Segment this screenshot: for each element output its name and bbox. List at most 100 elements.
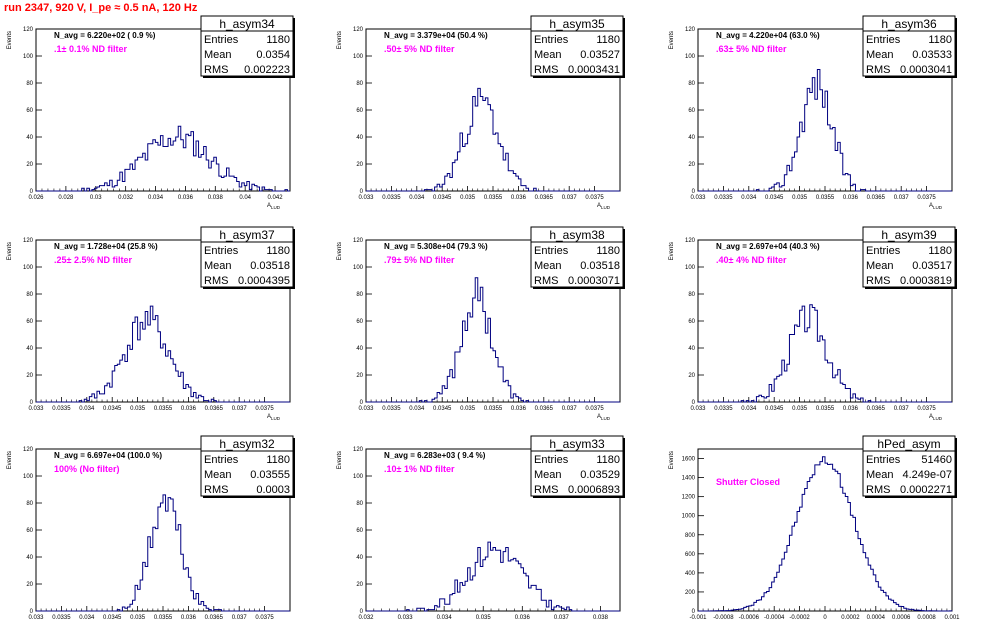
- y-tick-label: 60: [688, 108, 695, 114]
- stats-entries-label: Entries: [204, 34, 239, 46]
- x-tick-label: 0.034: [409, 195, 425, 201]
- y-tick-label: 0: [360, 400, 364, 406]
- x-tick-label: 0.0375: [255, 615, 274, 621]
- stats-box-frame: [530, 15, 624, 77]
- stats-entries-label: Entries: [534, 454, 569, 466]
- x-tick-label: 0.033: [28, 406, 44, 412]
- y-tick-label: 100: [23, 265, 34, 271]
- x-tick-label: 0.0345: [103, 615, 122, 621]
- x-tick-label: 0.036: [511, 195, 527, 201]
- stats-mean-value: 0.03518: [580, 260, 620, 272]
- x-tick-label: -0.001: [689, 615, 707, 621]
- y-tick-label: 40: [356, 135, 363, 141]
- y-tick-label: 100: [685, 265, 696, 271]
- y-tick-label: 100: [23, 54, 34, 60]
- stats-mean-value: 0.03517: [912, 260, 952, 272]
- x-tick-label: 0.037: [232, 615, 248, 621]
- stats-box: h_asym32 Entries 1180 Mean 0.03555 RMS 0.0003: [200, 435, 295, 498]
- stats-rms-value: 0.0004395: [238, 275, 290, 287]
- x-tick-label: 0.032: [358, 615, 374, 621]
- y-axis-label: Events: [337, 451, 343, 469]
- y-tick-label: 60: [356, 108, 363, 114]
- x-tick-label: 0.0335: [52, 615, 71, 621]
- stats-box: h_asym33 Entries 1180 Mean 0.03529 RMS 0.00068…: [530, 435, 625, 498]
- x-tick-label: 0.037: [894, 406, 910, 412]
- y-tick-label: 80: [688, 81, 695, 87]
- y-tick-label: 120: [23, 27, 34, 33]
- x-tick-label: 0.036: [181, 406, 197, 412]
- x-tick-label: 0.0365: [867, 406, 886, 412]
- filter-label: .1± 0.1% ND filter: [54, 44, 127, 54]
- y-tick-label: 0: [30, 400, 34, 406]
- x-tick-label: 0.036: [178, 195, 194, 201]
- stats-mean-value: 0.03529: [580, 469, 620, 481]
- y-tick-label: 60: [356, 528, 363, 534]
- x-tick-label: 0.001: [944, 615, 960, 621]
- histogram-line: [366, 87, 620, 192]
- x-tick-label: 0.0355: [154, 406, 173, 412]
- stats-entries-value: 51460: [921, 454, 952, 466]
- stats-mean-value: 4.249e-07: [902, 469, 952, 481]
- x-tick-label: 0.0375: [917, 406, 936, 412]
- stats-box-frame: [530, 435, 624, 497]
- x-tick-label: -0.0008: [713, 615, 734, 621]
- stats-box-frame: [862, 226, 956, 288]
- x-axis-label: ALUD: [929, 203, 943, 210]
- histogram-name: h_asym34: [219, 17, 275, 31]
- stats-rms-value: 0.0003431: [568, 64, 620, 76]
- x-tick-label: 0.0375: [585, 195, 604, 201]
- y-tick-label: 20: [356, 373, 363, 379]
- y-tick-label: 80: [26, 501, 33, 507]
- y-tick-label: 20: [356, 162, 363, 168]
- y-tick-label: 120: [23, 238, 34, 244]
- histogram-panel-h_asym39: 0.033 0.0335 0.034 0.0345 0.035 0.0355 0.036 0.…: [669, 226, 957, 421]
- stats-mean-label: Mean: [534, 469, 562, 481]
- y-tick-label: 400: [685, 571, 696, 577]
- x-tick-label: 0.036: [843, 406, 859, 412]
- x-axis-label-main: A: [597, 414, 601, 420]
- x-tick-label: -0.0002: [789, 615, 810, 621]
- histogram-panel-h_asym33: 0.032 0.033 0.034 0.035 0.036 0.037 0.038 0 20 40…: [337, 435, 625, 621]
- stats-rms-value: 0.0002271: [900, 484, 952, 496]
- filter-label: .63± 5% ND filter: [716, 44, 787, 54]
- y-tick-label: 40: [688, 346, 695, 352]
- y-tick-label: 60: [688, 319, 695, 325]
- stats-mean-label: Mean: [866, 469, 894, 481]
- x-tick-label: 0.036: [181, 615, 197, 621]
- filter-label: Shutter Closed: [716, 477, 780, 487]
- y-tick-label: 40: [688, 135, 695, 141]
- filter-label: 100% (No filter): [54, 464, 120, 474]
- stats-entries-label: Entries: [204, 245, 239, 257]
- y-axis-label: Events: [337, 242, 343, 260]
- x-axis-label-main: A: [267, 414, 271, 420]
- stats-rms-label: RMS: [866, 484, 890, 496]
- x-tick-label: 0.035: [476, 615, 492, 621]
- y-tick-label: 20: [26, 373, 33, 379]
- x-tick-label: 0.0006: [892, 615, 911, 621]
- histogram-panel-hPed_asym: -0.001 -0.0008 -0.0006 -0.0004 -0.0002 0 0.000…: [669, 435, 960, 621]
- y-tick-label: 800: [685, 533, 696, 539]
- stats-box-frame: [862, 435, 956, 497]
- stats-rms-label: RMS: [204, 484, 228, 496]
- x-tick-label: 0.0355: [816, 195, 835, 201]
- x-tick-label: 0.037: [562, 406, 578, 412]
- stats-rms-value: 0.0003071: [568, 275, 620, 287]
- stats-entries-value: 1180: [266, 454, 290, 466]
- histogram-name: h_asym32: [219, 437, 275, 451]
- stats-entries-label: Entries: [534, 245, 569, 257]
- histogram-panel-h_asym32: 0.033 0.0335 0.034 0.0345 0.035 0.0355 0.036 0.…: [7, 435, 295, 621]
- stats-box: h_asym39 Entries 1180 Mean 0.03517 RMS 0.00038…: [862, 226, 957, 289]
- histogram-line: [698, 456, 953, 612]
- x-tick-label: 0.035: [792, 406, 808, 412]
- x-tick-label: 0.0335: [52, 406, 71, 412]
- x-tick-label: 0.038: [208, 195, 224, 201]
- stats-mean-label: Mean: [204, 49, 232, 61]
- histogram-line: [36, 494, 290, 612]
- stats-entries-label: Entries: [534, 34, 569, 46]
- stats-rms-label: RMS: [534, 484, 558, 496]
- x-tick-label: 0.036: [515, 615, 531, 621]
- stats-box-frame: [200, 226, 294, 288]
- x-tick-label: 0.037: [554, 615, 570, 621]
- histogram-panel-h_asym36: 0.033 0.0335 0.034 0.0345 0.035 0.0355 0.036 0.…: [669, 15, 957, 210]
- x-tick-label: 0.035: [130, 615, 146, 621]
